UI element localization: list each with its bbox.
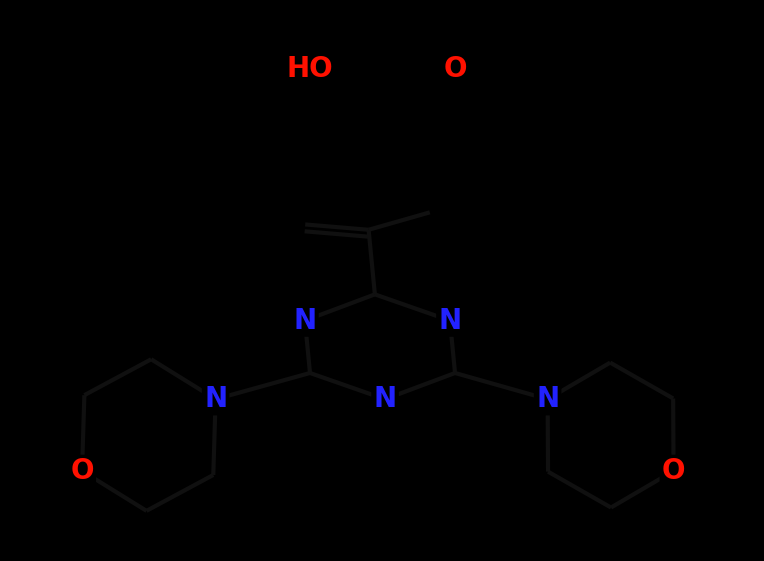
Text: N: N bbox=[536, 385, 559, 413]
Text: O: O bbox=[70, 457, 94, 485]
Text: N: N bbox=[439, 306, 461, 334]
Text: N: N bbox=[374, 385, 397, 413]
Text: O: O bbox=[444, 54, 467, 82]
Text: N: N bbox=[293, 306, 316, 334]
Text: HO: HO bbox=[287, 54, 334, 82]
Text: O: O bbox=[662, 457, 685, 485]
Text: N: N bbox=[204, 385, 227, 413]
